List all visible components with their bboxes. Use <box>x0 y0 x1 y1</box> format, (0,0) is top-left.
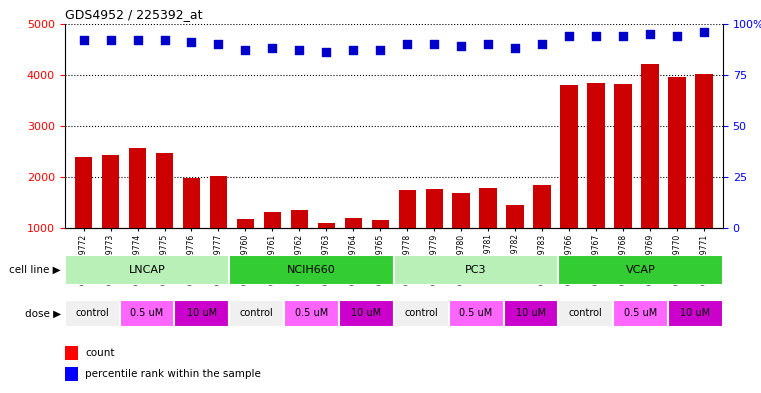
Point <box>212 41 224 47</box>
Text: GDS4952 / 225392_at: GDS4952 / 225392_at <box>65 8 202 21</box>
Text: 0.5 uM: 0.5 uM <box>295 309 328 318</box>
Bar <box>394 300 449 327</box>
Text: LNCAP: LNCAP <box>129 265 165 275</box>
Bar <box>263 212 281 279</box>
Bar <box>183 178 200 279</box>
Bar <box>102 155 119 279</box>
Point <box>455 43 467 49</box>
Bar <box>453 193 470 279</box>
Bar <box>425 189 443 279</box>
Text: control: control <box>569 309 603 318</box>
Point <box>563 33 575 39</box>
Bar <box>504 300 559 327</box>
Bar <box>371 220 389 279</box>
Point <box>671 33 683 39</box>
Bar <box>174 300 229 327</box>
Text: control: control <box>240 309 273 318</box>
Point <box>509 45 521 51</box>
Bar <box>668 77 686 279</box>
Bar <box>75 158 92 279</box>
Bar <box>129 148 146 279</box>
Point <box>644 31 656 37</box>
Point <box>266 45 279 51</box>
Point <box>320 49 333 55</box>
Bar <box>339 300 394 327</box>
Bar <box>614 84 632 279</box>
Bar <box>65 346 78 360</box>
Point <box>132 37 144 43</box>
Bar <box>668 300 723 327</box>
Bar <box>291 209 308 279</box>
Bar <box>533 185 551 279</box>
Text: 10 uM: 10 uM <box>186 309 217 318</box>
Bar <box>229 300 284 327</box>
Bar <box>587 83 605 279</box>
Text: control: control <box>75 309 109 318</box>
Text: NCIH660: NCIH660 <box>287 265 336 275</box>
Text: control: control <box>404 309 438 318</box>
Point <box>617 33 629 39</box>
Bar <box>345 218 362 279</box>
Point <box>104 37 116 43</box>
Bar <box>507 205 524 279</box>
Text: 10 uM: 10 uM <box>680 309 711 318</box>
Bar <box>642 64 659 279</box>
Text: percentile rank within the sample: percentile rank within the sample <box>85 369 261 379</box>
Bar <box>229 255 394 285</box>
Bar <box>399 189 416 279</box>
Bar <box>317 223 335 279</box>
Bar <box>696 73 713 279</box>
Bar <box>65 367 78 381</box>
Text: dose ▶: dose ▶ <box>25 309 61 318</box>
Bar <box>65 255 229 285</box>
Bar <box>119 300 174 327</box>
Point <box>536 41 548 47</box>
Bar <box>613 300 668 327</box>
Text: 0.5 uM: 0.5 uM <box>460 309 492 318</box>
Bar <box>559 300 613 327</box>
Point <box>482 41 495 47</box>
Bar <box>284 300 339 327</box>
Bar <box>479 188 497 279</box>
Point <box>374 47 387 53</box>
Bar <box>237 219 254 279</box>
Text: VCAP: VCAP <box>626 265 655 275</box>
Bar <box>559 255 723 285</box>
Bar <box>560 85 578 279</box>
Text: cell line ▶: cell line ▶ <box>9 265 61 275</box>
Bar <box>449 300 504 327</box>
Text: 0.5 uM: 0.5 uM <box>130 309 164 318</box>
Bar <box>65 300 119 327</box>
Point <box>347 47 359 53</box>
Text: 10 uM: 10 uM <box>352 309 381 318</box>
Bar <box>210 176 228 279</box>
Point <box>590 33 602 39</box>
Point <box>240 47 252 53</box>
Text: 10 uM: 10 uM <box>516 309 546 318</box>
Point <box>186 39 198 45</box>
Text: count: count <box>85 348 115 358</box>
Bar <box>156 153 174 279</box>
Point <box>78 37 90 43</box>
Point <box>401 41 413 47</box>
Point <box>428 41 441 47</box>
Point <box>158 37 170 43</box>
Point <box>293 47 305 53</box>
Bar <box>394 255 559 285</box>
Point <box>698 29 710 35</box>
Text: 0.5 uM: 0.5 uM <box>624 309 658 318</box>
Text: PC3: PC3 <box>465 265 487 275</box>
